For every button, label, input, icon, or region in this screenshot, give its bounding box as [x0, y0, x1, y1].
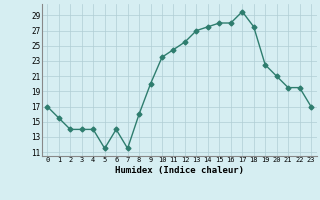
X-axis label: Humidex (Indice chaleur): Humidex (Indice chaleur)	[115, 166, 244, 175]
